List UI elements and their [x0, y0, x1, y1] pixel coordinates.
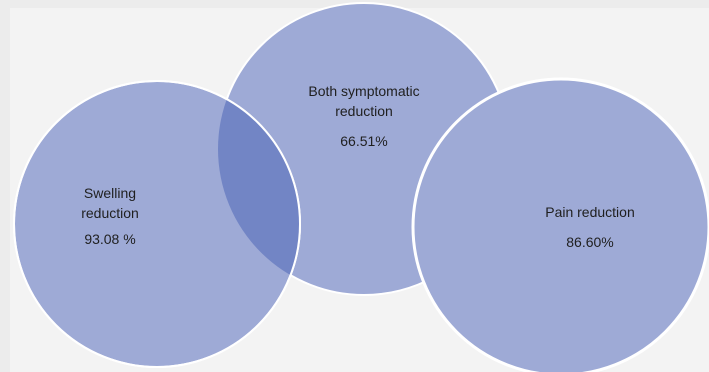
circle-pain-reduction: [411, 77, 709, 372]
label-pain-reduction: Pain reduction 86.60%: [530, 203, 650, 251]
pain-value: 86.60%: [566, 234, 614, 250]
swelling-name-line2: reduction: [81, 205, 139, 221]
both-value: 66.51%: [340, 133, 388, 149]
swelling-value: 93.08 %: [84, 231, 136, 247]
circle-swelling-outline: [13, 80, 301, 368]
pain-name: Pain reduction: [545, 204, 635, 220]
both-name-line2: reduction: [335, 103, 393, 119]
both-name-line1: Both symptomatic: [308, 83, 420, 99]
label-swelling-reduction: Swelling reduction 93.08 %: [55, 184, 165, 248]
label-both-symptomatic: Both symptomatic reduction 66.51%: [284, 82, 444, 150]
swelling-name-line1: Swelling: [83, 185, 137, 201]
overlap-swelling-both: [218, 81, 300, 295]
